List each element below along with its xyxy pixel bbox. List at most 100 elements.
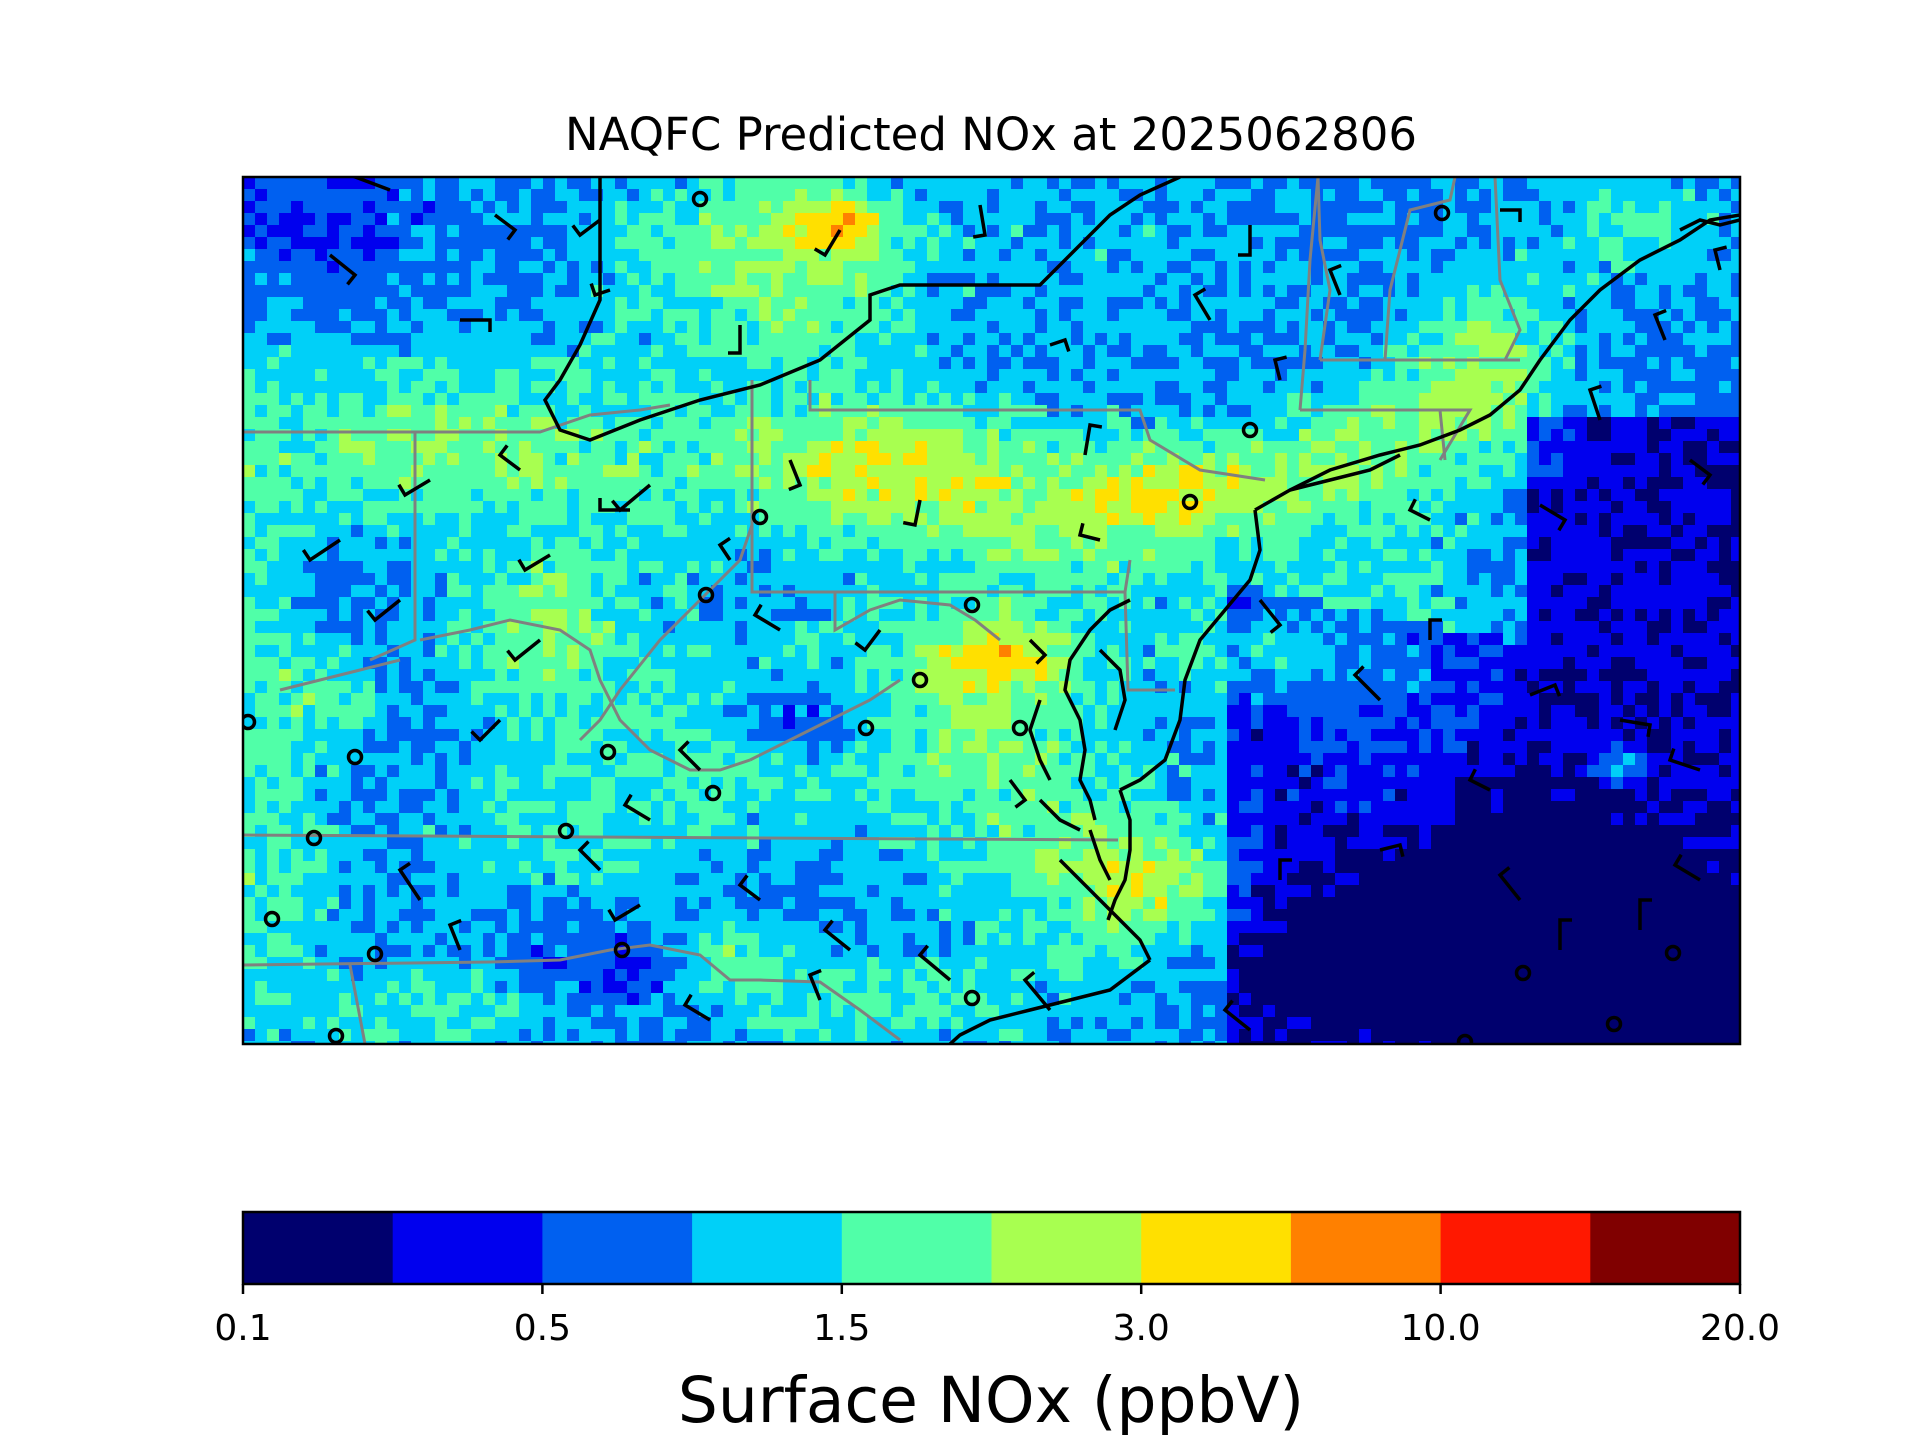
colorbar-swatch [1141, 1212, 1292, 1284]
wind-barb [301, 538, 341, 563]
colorbar-swatch [1590, 1212, 1741, 1284]
wind-barb [1258, 598, 1283, 634]
wind-barb [1688, 458, 1713, 486]
monitor-site [1181, 493, 1199, 511]
monitor-site [911, 671, 929, 689]
colorbar-tick-label: 0.1 [214, 1308, 271, 1349]
colorbar-tick-label: 0.5 [514, 1308, 571, 1349]
colorbar-swatch [841, 1212, 993, 1284]
colorbar-swatch [392, 1212, 543, 1284]
wind-barb [1712, 245, 1728, 271]
wind-barb [1049, 337, 1071, 352]
wind-barb [1587, 384, 1602, 421]
monitor-site [263, 910, 281, 928]
wind-barb [1467, 768, 1491, 792]
monitor-site [704, 784, 722, 802]
nox-raster [243, 177, 1740, 1044]
wind-barb [589, 283, 611, 298]
wind-barb [577, 840, 602, 872]
wind-barb [788, 459, 803, 492]
wind-barb [1638, 898, 1652, 930]
colorbar: 0.1 0.5 1.5 3.0 10.0 20.0 Surface NOx (ppbV) [214, 1210, 1780, 1437]
wind-barb [1619, 718, 1653, 738]
wind-barb [677, 740, 702, 772]
coastlines [542, 177, 1740, 1044]
monitor-site [1605, 1015, 1623, 1033]
wind-barb [1278, 858, 1292, 880]
wind-barb [1500, 208, 1522, 222]
wind-barb [737, 874, 762, 902]
wind-barb [1428, 618, 1442, 640]
monitor-site [1456, 1033, 1474, 1044]
monitor-site [963, 989, 981, 1007]
wind-barb [571, 218, 602, 238]
monitor-site [691, 190, 709, 208]
wind-barbs [301, 177, 1772, 1032]
wind-barb [517, 553, 551, 573]
wind-barb [807, 968, 822, 1001]
colorbar-swatch [542, 1212, 693, 1284]
wind-barb [493, 213, 518, 241]
wind-barb [717, 536, 732, 561]
wind-barb [1667, 748, 1701, 772]
wind-barb [607, 903, 641, 923]
colorbar-swatch [692, 1212, 843, 1284]
wind-barb [1379, 842, 1405, 858]
monitor-site [366, 945, 384, 963]
wind-barb [1222, 999, 1252, 1032]
wind-barb [1558, 918, 1572, 950]
monitor-site [1433, 204, 1451, 222]
colorbar-tick-label: 1.5 [813, 1308, 870, 1349]
wind-barb [328, 253, 358, 286]
wind-barb [917, 944, 952, 982]
wind-barb [728, 325, 742, 355]
wind-barb [497, 444, 522, 472]
monitor-site [963, 596, 981, 614]
wind-barb [1022, 970, 1052, 1012]
monitor-sites [243, 190, 1682, 1044]
monitor-site [1664, 944, 1682, 962]
colorbar-swatch [1290, 1212, 1442, 1284]
wind-barb [1077, 522, 1101, 542]
monitor-site [697, 586, 715, 604]
map-title: NAQFC Predicted NOx at 2025062806 [565, 108, 1417, 161]
monitor-site [1241, 421, 1259, 439]
colorbar-swatch [243, 1212, 394, 1284]
wind-barb [1407, 498, 1431, 522]
colorbar-tick-label: 10.0 [1401, 1308, 1481, 1349]
monitor-site [751, 508, 769, 526]
wind-barb [397, 478, 431, 498]
wind-barb [854, 628, 882, 653]
wind-barb [1529, 682, 1562, 697]
monitor-site [346, 748, 364, 766]
wind-barb [366, 598, 402, 623]
wind-barb [506, 638, 542, 663]
colorbar-label: Surface NOx (ppbV) [678, 1364, 1304, 1437]
colorbar-tick-label: 3.0 [1113, 1308, 1170, 1349]
wind-barb [470, 718, 502, 743]
colorbar-swatch [1440, 1212, 1591, 1284]
wind-barb [1539, 503, 1568, 532]
wind-barb [460, 318, 492, 332]
wind-barb [1497, 866, 1522, 902]
wind-barb [1352, 665, 1382, 702]
wind-barb [1327, 263, 1342, 296]
wind-barb [1272, 355, 1288, 381]
monitor-site [599, 743, 617, 761]
map-frame [241, 175, 1742, 1046]
colorbar-swatch [991, 1212, 1142, 1284]
wind-barb [1008, 778, 1028, 809]
monitor-site [613, 941, 631, 959]
wind-barb [1760, 630, 1772, 650]
wind-barb [822, 919, 852, 952]
wind-barb [1652, 308, 1667, 341]
wind-barb [1083, 422, 1103, 456]
monitor-site [857, 719, 875, 737]
wind-barb [598, 498, 630, 512]
monitor-site [1514, 964, 1532, 982]
wind-barb [972, 204, 988, 239]
map-panel [243, 177, 1772, 1044]
wind-barb [752, 603, 781, 632]
wind-barb [1028, 638, 1048, 665]
